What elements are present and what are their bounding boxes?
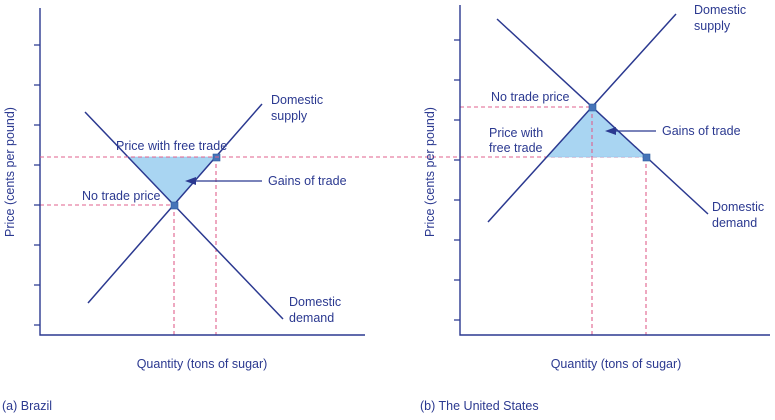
price-with-free-trade-label-us-line2: free trade (489, 141, 543, 155)
y-axis-label-brazil: Price (cents per pound) (3, 107, 17, 237)
domestic-demand-label-brazil-line2: demand (289, 311, 334, 325)
gains-of-trade-arrowhead-us (605, 127, 616, 135)
x-axis-label-brazil: Quantity (tons of sugar) (137, 357, 268, 371)
caption-united-states: (b) The United States (420, 399, 539, 413)
caption-brazil: (a) Brazil (2, 399, 52, 413)
domestic-demand-label-brazil-line1: Domestic (289, 295, 341, 309)
domestic-demand-curve-us (496, 18, 709, 215)
domestic-demand-label-us-line1: Domestic (712, 200, 764, 214)
domestic-supply-label-brazil-line1: Domestic (271, 93, 323, 107)
y-axis-label-us: Price (cents per pound) (423, 107, 437, 237)
no-trade-equilibrium-point-brazil (170, 201, 179, 210)
gains-of-trade-arrowhead-brazil (185, 177, 196, 185)
domestic-supply-curve-us (487, 13, 677, 223)
panel-brazil: Price with free trade No trade price Gai… (2, 8, 365, 413)
no-trade-price-label-brazil: No trade price (82, 189, 161, 203)
panel-united-states: No trade price Price with free trade Gai… (420, 3, 770, 413)
axes-brazil (39, 8, 365, 336)
x-axis-label-us: Quantity (tons of sugar) (551, 357, 682, 371)
domestic-supply-label-us-line2: supply (694, 19, 731, 33)
no-trade-price-label-us: No trade price (491, 90, 570, 104)
domestic-supply-label-us-line1: Domestic (694, 3, 746, 17)
gains-of-trade-label-us: Gains of trade (662, 124, 741, 138)
no-trade-equilibrium-point-us (588, 103, 597, 112)
gains-of-trade-label-brazil: Gains of trade (268, 174, 347, 188)
free-trade-demand-point-us (642, 153, 651, 162)
domestic-supply-label-brazil-line2: supply (271, 109, 308, 123)
price-with-free-trade-label-brazil: Price with free trade (116, 139, 227, 153)
y-axis-ticks-us (454, 39, 460, 321)
gains-of-trade-triangle-us (546, 106, 647, 158)
axes-us (459, 5, 770, 336)
domestic-demand-curve-brazil (84, 111, 284, 320)
price-with-free-trade-label-us-line1: Price with (489, 126, 543, 140)
domestic-demand-label-us-line2: demand (712, 216, 757, 230)
y-axis-ticks-brazil (34, 44, 40, 326)
